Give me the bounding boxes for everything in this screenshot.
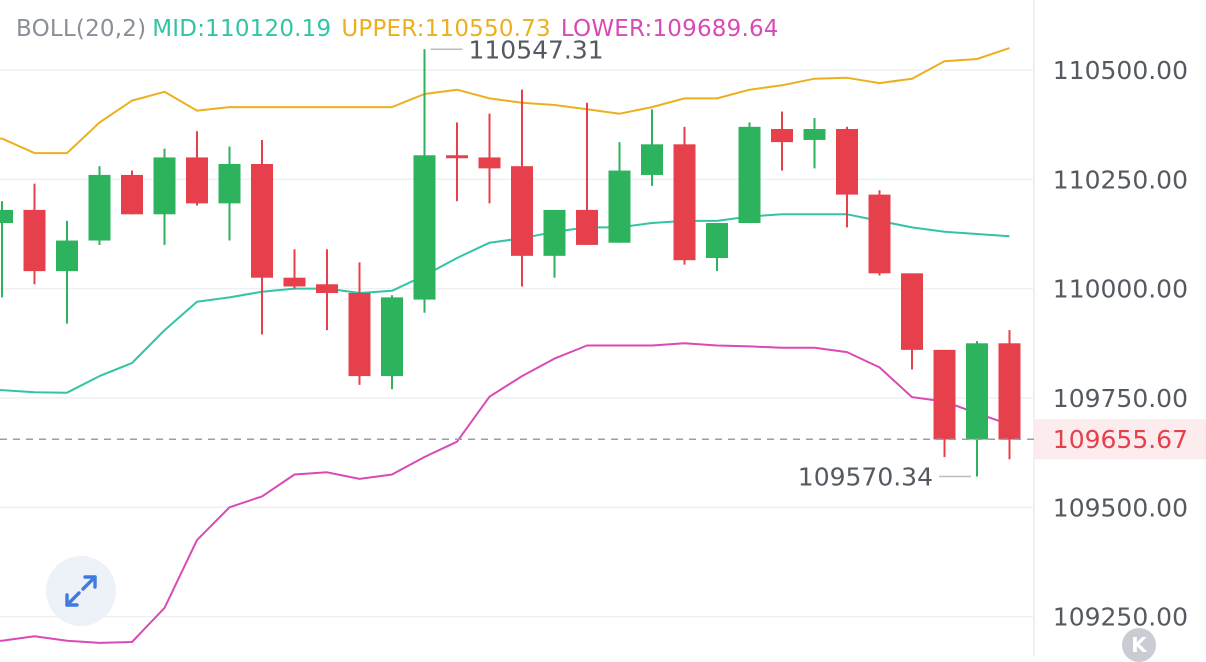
candles [0,49,1021,477]
expand-arrows-icon [65,575,97,607]
candle [576,102,598,245]
candle [641,109,663,186]
candle-body [641,144,663,175]
band-mid-line [0,213,1010,394]
candle-body [706,223,728,259]
k-logo-badge: K [1122,628,1156,662]
current-price-marker: 109655.67 [0,419,1206,460]
candle-body [901,273,923,350]
legend-indicator-name: BOLL(20,2) [16,16,147,42]
price-tick-label: 110000.00 [1053,275,1188,304]
candle-body [413,155,436,300]
legend-upper: UPPER:110550.73 [341,16,551,42]
candle [381,295,403,390]
bollinger-bands [0,47,1010,644]
price-axis[interactable]: 110500.00 110250.00 110000.00 109750.00 1095… [1053,56,1188,632]
candle-body [283,277,306,287]
candle [771,111,793,171]
current-price-label: 109655.67 [1053,425,1188,454]
price-tick-label: 109500.00 [1053,493,1188,522]
candle-body [56,240,78,272]
candle-body [673,144,696,261]
candle [998,330,1021,460]
candle [23,183,46,285]
candle-body [868,194,891,274]
candle [186,131,208,206]
legend-lower: LOWER:109689.64 [560,16,779,42]
candle-body [88,174,111,241]
candle [868,190,891,276]
candle-body [23,209,46,272]
candle-body [771,129,793,143]
candle [0,201,13,298]
price-tick-label: 110500.00 [1053,56,1188,85]
candle [316,249,338,331]
candle-body [576,209,598,245]
current-price-tag [1034,419,1206,460]
candle-body [966,343,988,440]
candle [738,122,761,224]
candle-body [998,343,1021,440]
candle-body [218,164,241,204]
boll-legend: BOLL(20,2) MID:110120.19 UPPER:110550.73 LO… [16,16,789,42]
fullscreen-button[interactable] [46,556,116,626]
candle-body [316,284,338,294]
low-price-label: 109570.34 [798,463,933,492]
candle [251,139,273,335]
candle [88,166,111,245]
band-lower-line [0,342,1010,644]
candle [901,273,923,370]
candle [511,89,533,287]
candle-body [348,293,371,377]
candle-body [186,157,208,204]
candle [218,146,241,241]
price-tick-label: 109750.00 [1053,384,1188,413]
candle-body [381,297,403,377]
candle [836,126,858,228]
candle [153,148,176,245]
candle-body [543,209,566,256]
grid-lines [0,69,1034,618]
candle [283,249,306,289]
candle-body [121,174,143,215]
candle [348,262,371,385]
candle-body [511,166,533,256]
candle-body [933,349,956,440]
candle-body [0,209,13,224]
candle [478,113,501,204]
candle [706,223,728,272]
candle [446,122,468,202]
candle-body [153,157,176,215]
candle [413,49,436,313]
candle-body [478,157,501,169]
candle [543,209,566,278]
candle [56,220,78,324]
price-tick-label: 110250.00 [1053,165,1188,194]
candle-body [446,155,468,159]
candle [803,118,826,169]
candle-body [836,129,858,195]
candle [673,126,696,265]
price-tick-label: 109250.00 [1053,603,1188,632]
candle [933,349,956,458]
candle [966,341,988,477]
price-annotations: 110547.31 109570.34 [430,35,971,492]
band-upper-line [0,47,1010,155]
legend-mid: MID:110120.19 [152,16,332,42]
candle-body [803,129,826,140]
candle-body [608,170,631,243]
candle-body [738,126,761,224]
candle [121,170,143,215]
high-price-label: 110547.31 [469,35,604,64]
candle [608,142,631,243]
candle-body [251,164,273,278]
